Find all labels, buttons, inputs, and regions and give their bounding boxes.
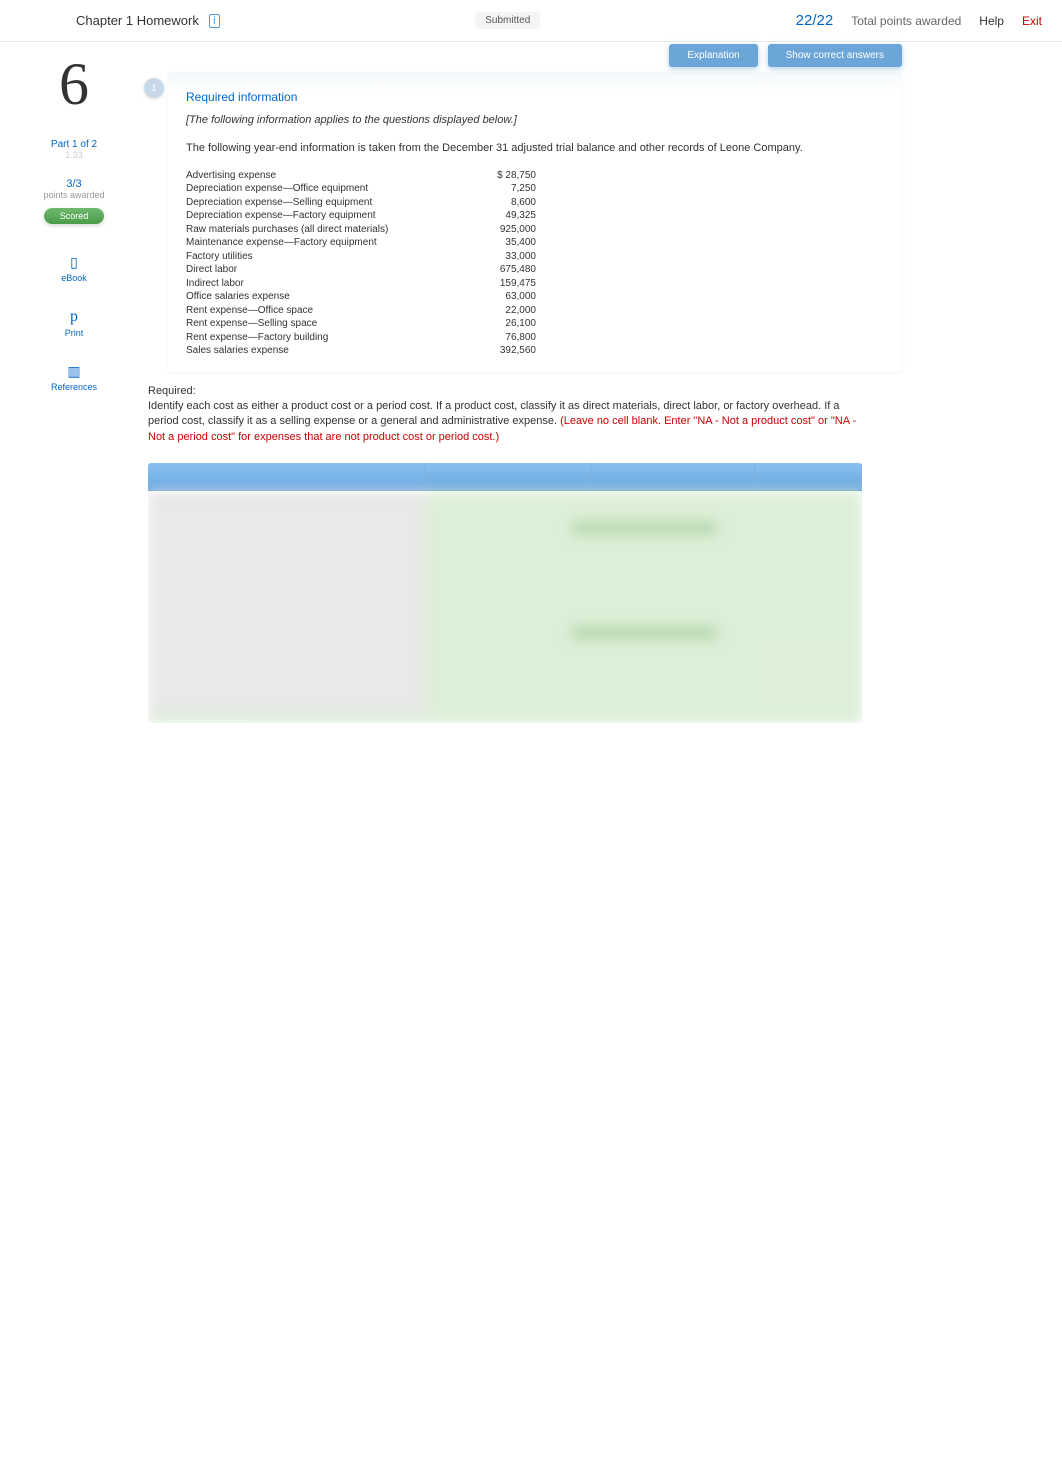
references-icon: ▥ <box>10 363 138 380</box>
instructions: Required: Identify each cost as either a… <box>148 384 902 446</box>
expense-value: 8,600 <box>466 196 536 210</box>
expense-label: Sales salaries expense <box>186 344 466 358</box>
expense-row: Depreciation expense—Office equipment7,2… <box>186 182 884 196</box>
print-label: Print <box>65 328 84 338</box>
expense-label: Office salaries expense <box>186 290 466 304</box>
expense-value: $ 28,750 <box>466 169 536 183</box>
total-score: 22/22 <box>796 12 834 29</box>
expense-row: Raw materials purchases (all direct mate… <box>186 223 884 237</box>
assignment-title: Chapter 1 Homework <box>76 13 199 28</box>
points-score: 3/3 <box>10 178 138 190</box>
expense-label: Maintenance expense—Factory equipment <box>186 236 466 250</box>
main: 6 Part 1 of 2 1.33 3/3 points awarded Sc… <box>0 42 1062 723</box>
required-info-box: Required information [The following info… <box>168 72 902 372</box>
ebook-label: eBook <box>61 273 87 283</box>
scored-badge: Scored <box>44 208 105 224</box>
expense-value: 33,000 <box>466 250 536 264</box>
step-badge: 1 <box>144 78 164 98</box>
expense-value: 159,475 <box>466 277 536 291</box>
expense-row: Advertising expense$ 28,750 <box>186 169 884 183</box>
expense-value: 49,325 <box>466 209 536 223</box>
expense-table: Advertising expense$ 28,750Depreciation … <box>186 169 884 358</box>
expense-label: Depreciation expense—Office equipment <box>186 182 466 196</box>
answer-table-body <box>148 491 862 723</box>
expense-row: Direct labor675,480 <box>186 263 884 277</box>
expense-label: Rent expense—Factory building <box>186 331 466 345</box>
expense-value: 925,000 <box>466 223 536 237</box>
expense-label: Factory utilities <box>186 250 466 264</box>
sidebar: 6 Part 1 of 2 1.33 3/3 points awarded Sc… <box>0 42 148 723</box>
references-label: References <box>51 382 97 392</box>
expense-row: Indirect labor159,475 <box>186 277 884 291</box>
part-label: Part 1 of 2 <box>10 139 138 150</box>
expense-label: Rent expense—Office space <box>186 304 466 318</box>
print-link[interactable]: p Print <box>10 308 138 338</box>
explanation-button[interactable]: Explanation <box>669 44 757 67</box>
expense-value: 675,480 <box>466 263 536 277</box>
instructions-label: Required: <box>148 385 196 397</box>
expense-row: Office salaries expense63,000 <box>186 290 884 304</box>
action-buttons: Explanation Show correct answers <box>669 44 902 67</box>
expense-label: Rent expense—Selling space <box>186 317 466 331</box>
total-score-label: Total points awarded <box>851 14 961 28</box>
required-info-title: Required information <box>186 90 884 104</box>
show-answers-button[interactable]: Show correct answers <box>768 44 902 67</box>
expense-value: 76,800 <box>466 331 536 345</box>
points-awarded-label: points awarded <box>10 190 138 200</box>
status-wrap: Submitted <box>220 12 796 29</box>
expense-label: Raw materials purchases (all direct mate… <box>186 223 466 237</box>
expense-row: Rent expense—Selling space26,100 <box>186 317 884 331</box>
expense-value: 26,100 <box>466 317 536 331</box>
expense-label: Indirect labor <box>186 277 466 291</box>
expense-row: Depreciation expense—Factory equipment49… <box>186 209 884 223</box>
help-link[interactable]: Help <box>979 14 1004 28</box>
expense-value: 35,400 <box>466 236 536 250</box>
exit-link[interactable]: Exit <box>1022 14 1042 28</box>
answer-table-header <box>148 463 862 491</box>
references-link[interactable]: ▥ References <box>10 363 138 392</box>
content: Explanation Show correct answers 1 Requi… <box>148 42 1062 723</box>
info-icon[interactable]: i <box>209 14 220 28</box>
expense-label: Depreciation expense—Selling equipment <box>186 196 466 210</box>
expense-row: Sales salaries expense392,560 <box>186 344 884 358</box>
ebook-icon: ▯ <box>10 254 138 271</box>
answer-col-3 <box>591 463 755 490</box>
expense-row: Rent expense—Factory building76,800 <box>186 331 884 345</box>
expense-row: Depreciation expense—Selling equipment8,… <box>186 196 884 210</box>
expense-row: Factory utilities33,000 <box>186 250 884 264</box>
expense-label: Advertising expense <box>186 169 466 183</box>
answer-table[interactable] <box>148 463 862 723</box>
expense-value: 22,000 <box>466 304 536 318</box>
ebook-link[interactable]: ▯ eBook <box>10 254 138 283</box>
part-sub: 1.33 <box>10 150 138 160</box>
question-number: 6 <box>10 50 138 119</box>
answer-col-4 <box>755 463 862 490</box>
expense-value: 7,250 <box>466 182 536 196</box>
expense-value: 63,000 <box>466 290 536 304</box>
expense-row: Rent expense—Office space22,000 <box>186 304 884 318</box>
expense-label: Depreciation expense—Factory equipment <box>186 209 466 223</box>
required-info-intro: [The following information applies to th… <box>186 114 884 126</box>
expense-label: Direct labor <box>186 263 466 277</box>
header-right: 22/22 Total points awarded Help Exit <box>796 12 1042 29</box>
required-info-body: The following year-end information is ta… <box>186 140 884 157</box>
top-bar: Chapter 1 Homework i Submitted 22/22 Tot… <box>0 0 1062 42</box>
print-icon: p <box>10 308 138 326</box>
expense-value: 392,560 <box>466 344 536 358</box>
status-badge: Submitted <box>475 12 540 29</box>
expense-row: Maintenance expense—Factory equipment35,… <box>186 236 884 250</box>
answer-col-1 <box>148 463 426 490</box>
answer-col-2 <box>426 463 590 490</box>
